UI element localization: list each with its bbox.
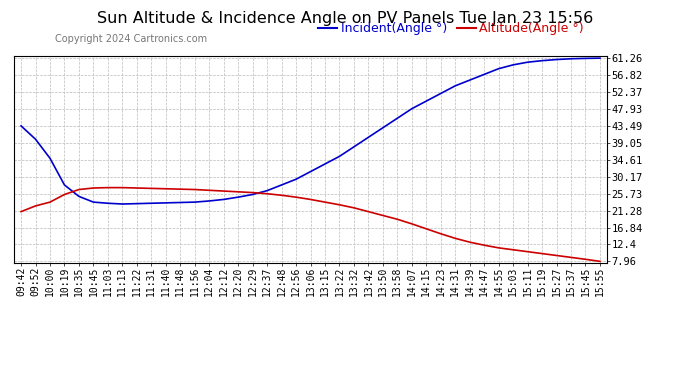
Text: Sun Altitude & Incidence Angle on PV Panels Tue Jan 23 15:56: Sun Altitude & Incidence Angle on PV Pan… bbox=[97, 11, 593, 26]
Legend: Incident(Angle °), Altitude(Angle °): Incident(Angle °), Altitude(Angle °) bbox=[313, 17, 589, 40]
Text: Copyright 2024 Cartronics.com: Copyright 2024 Cartronics.com bbox=[55, 34, 207, 44]
